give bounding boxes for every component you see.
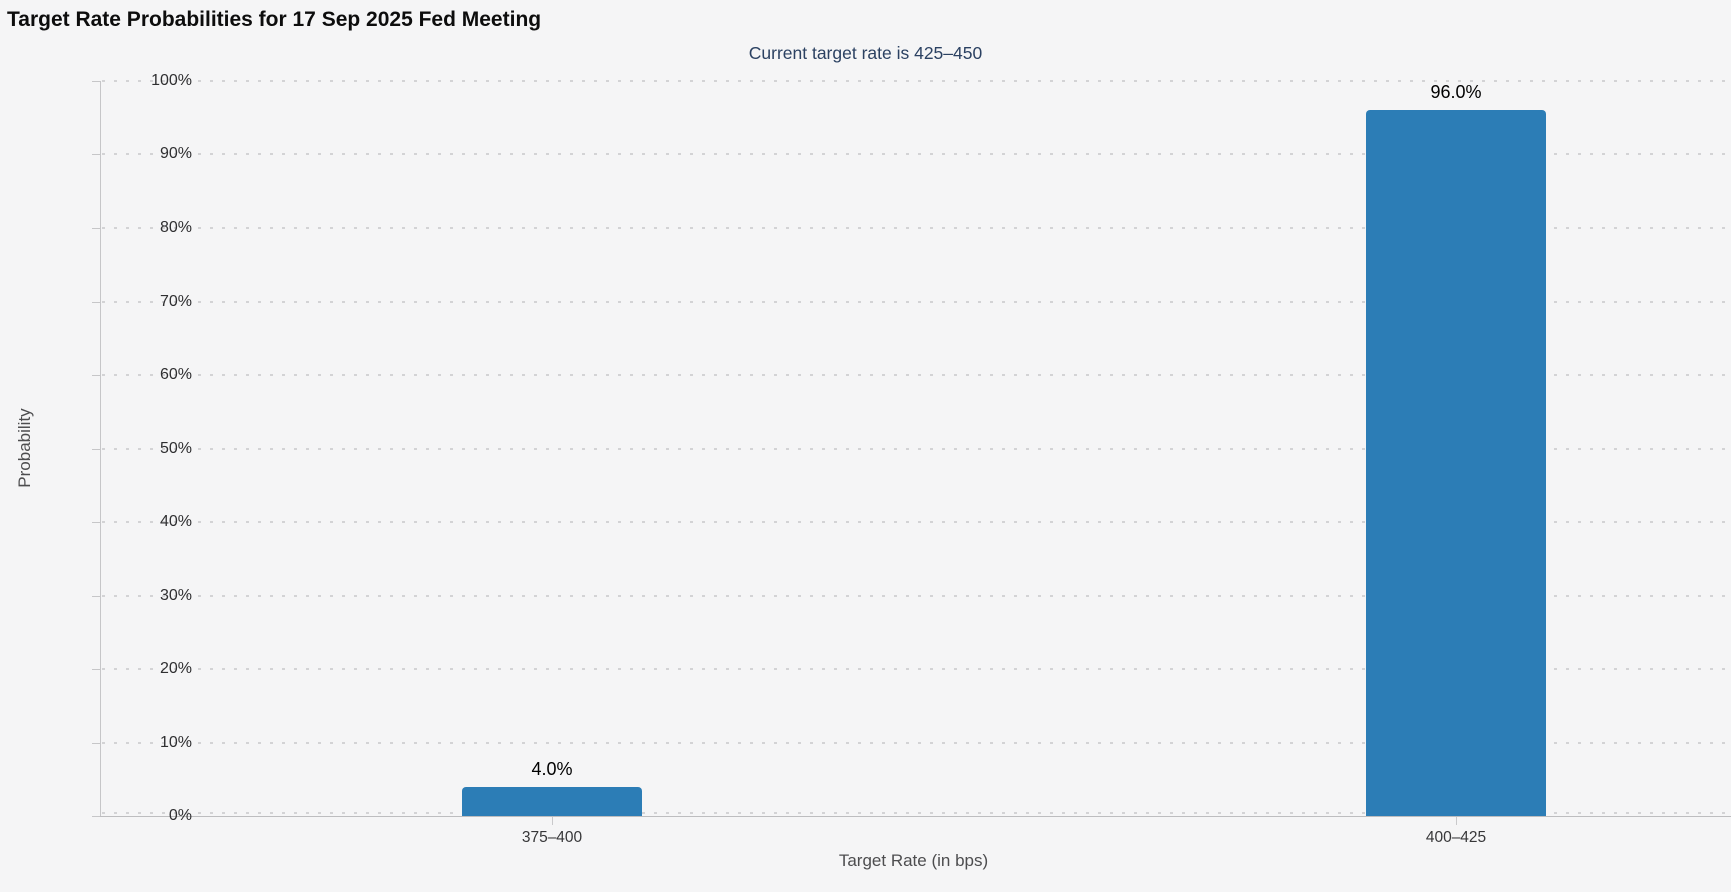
gridline-50 [102,448,1731,450]
x-category-label: 400–425 [1425,829,1487,846]
y-axis-tick-50 [92,449,100,450]
gridline-60 [102,374,1731,376]
x-axis-tick [1456,817,1457,825]
y-axis-tick-0 [92,816,100,817]
bar-375-400[interactable] [462,787,642,816]
chart-title: Target Rate Probabilities for 17 Sep 202… [7,8,542,31]
chart-subtitle: Current target rate is 425–450 [748,43,983,63]
gridline-80 [102,227,1731,229]
y-axis-tick-90 [92,154,100,155]
y-axis-tick-10 [92,743,100,744]
gridline-90 [102,153,1731,155]
y-axis-tick-80 [92,228,100,229]
y-tick-label: 10% [159,734,192,751]
y-tick-label: 30% [159,587,192,604]
y-tick-label: 70% [159,293,192,310]
gridline-20 [102,668,1731,670]
plot-area: 0% 10% 20% 30% 40% 50% 60% 70% 80% 90% 100% 4.0% 375… [92,72,1731,846]
y-axis-tick-40 [92,522,100,523]
y-axis-tick-20 [92,669,100,670]
gridline-40 [102,521,1731,523]
bar-value-label: 4.0% [531,759,573,779]
gridline-10 [102,742,1731,744]
y-axis-tick-60 [92,375,100,376]
y-tick-label: 100% [151,72,192,89]
gridline-70 [102,301,1731,303]
gridline-0 [102,812,1731,814]
y-tick-label: 20% [159,660,192,677]
y-axis-tick-100 [92,81,100,82]
y-tick-label: 80% [159,219,192,236]
y-tick-label: 60% [159,366,192,383]
bar-400-425[interactable] [1366,110,1546,816]
x-axis-line [100,816,1731,817]
y-axis-line [100,81,101,817]
y-tick-label: 0% [168,807,192,824]
y-tick-label: 90% [159,145,192,162]
y-axis-tick-70 [92,302,100,303]
y-axis-tick-30 [92,596,100,597]
y-tick-label: 40% [159,513,192,530]
y-tick-label: 50% [159,440,192,457]
x-axis-tick [552,817,553,825]
gridline-100 [102,80,1731,82]
x-axis-title: Target Rate (in bps) [838,851,989,870]
bar-value-label: 96.0% [1430,82,1482,102]
gridline-30 [102,595,1731,597]
x-category-label: 375–400 [521,829,583,846]
